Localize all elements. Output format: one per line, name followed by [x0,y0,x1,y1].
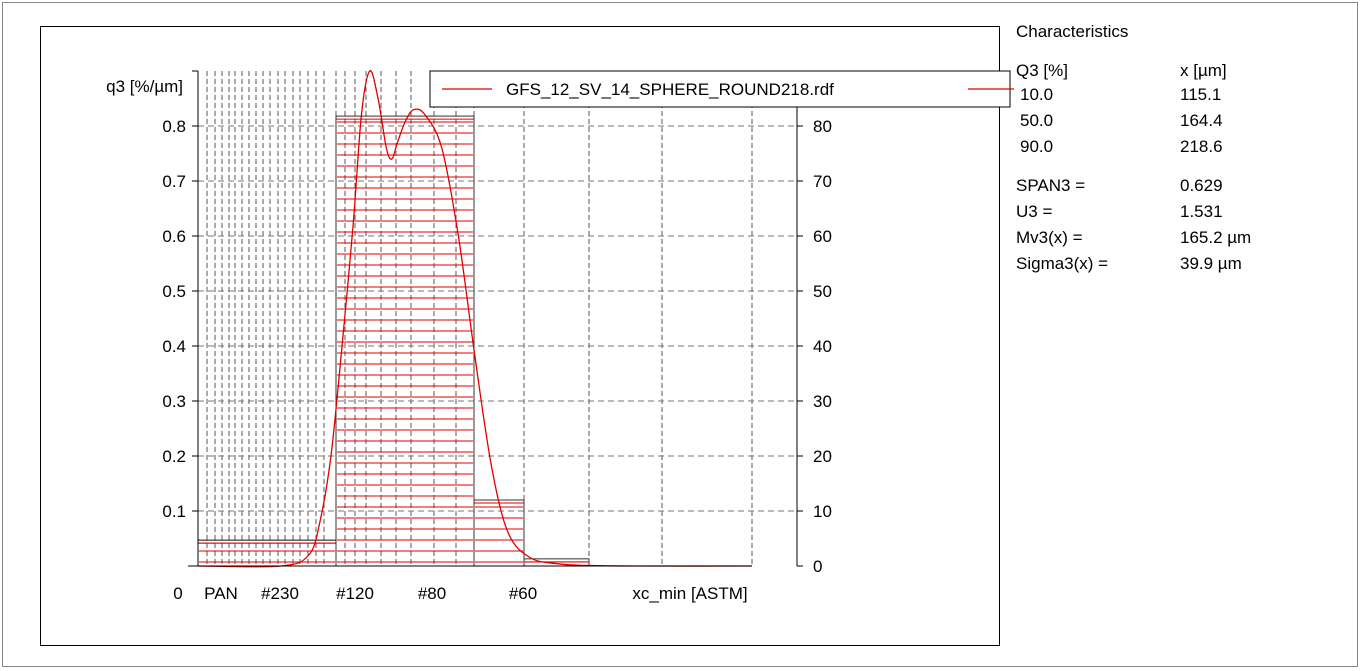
right-y-tick-label: 60 [813,227,832,246]
left-y-tick-label: 0.8 [162,117,186,136]
left-y-tick-label: 0.2 [162,447,186,466]
x-header: x [µm] [1180,61,1227,80]
x-axis-title: xc_min [ASTM] [632,584,747,603]
x-value: 115.1 [1180,85,1222,104]
density-curve-line [197,70,753,568]
span3-value: 0.629 [1180,176,1223,195]
left-y-tick-label: 0.7 [162,172,186,191]
density-curve [197,70,753,568]
q3-value: 10.0 [1020,85,1054,104]
right-y-tick-label: 50 [813,282,832,301]
histogram-bar [335,115,475,567]
u3-label: U3 = [1016,202,1053,221]
sigma3-label: Sigma3(x) = [1016,254,1109,273]
mv3-label: Mv3(x) = [1016,228,1083,247]
left-y-tick-label: 0.4 [162,337,186,356]
legend: GFS_12_SV_14_SPHERE_ROUND218.rdf [429,70,1014,108]
x-tick-label: 0 [173,584,182,603]
legend-box [429,70,1011,108]
q3-value: 90.0 [1020,137,1054,156]
right-y-tick-label: 30 [813,392,832,411]
x-value: 164.4 [1180,111,1223,130]
x-tick-label: PAN [204,584,238,603]
u3-value: 1.531 [1180,202,1223,221]
q3-header: Q3 [%] [1016,61,1068,80]
bar-outline [473,499,525,567]
left-y-tick-label: 0.1 [162,502,186,521]
span3-label: SPAN3 = [1016,176,1086,195]
axes: 0.1 0.2 0.3 0.4 0.5 0.6 0.7 0.8 0 10 20 30 40 50 60 70 8… [106,70,832,603]
legend-label: GFS_12_SV_14_SPHERE_ROUND218.rdf [506,80,834,99]
characteristics-title: Characteristics [1016,22,1129,41]
x-tick-label: #60 [509,584,537,603]
right-y-tick-label: 10 [813,502,832,521]
right-y-tick-label: 20 [813,447,832,466]
histogram-bars [197,115,590,567]
mv3-value: 165.2 µm [1180,228,1252,247]
right-y-tick-label: 80 [813,117,832,136]
grid [198,71,797,566]
sigma3-value: 39.9 µm [1180,254,1242,273]
left-y-tick-label: 0.6 [162,227,186,246]
x-tick-label: #80 [418,584,446,603]
x-tick-label: #120 [336,584,374,603]
left-y-tick-label: 0.3 [162,392,186,411]
y-axis-title: q3 [%/µm] [106,77,183,96]
left-y-tick-label: 0.5 [162,282,186,301]
q3-value: 50.0 [1020,111,1054,130]
x-value: 218.6 [1180,137,1223,156]
histogram-bar [473,499,525,567]
x-tick-label: #230 [261,584,299,603]
right-y-tick-label: 70 [813,172,832,191]
chart-frame [40,26,1000,646]
right-y-tick-label: 0 [813,557,822,576]
right-y-tick-label: 40 [813,337,832,356]
